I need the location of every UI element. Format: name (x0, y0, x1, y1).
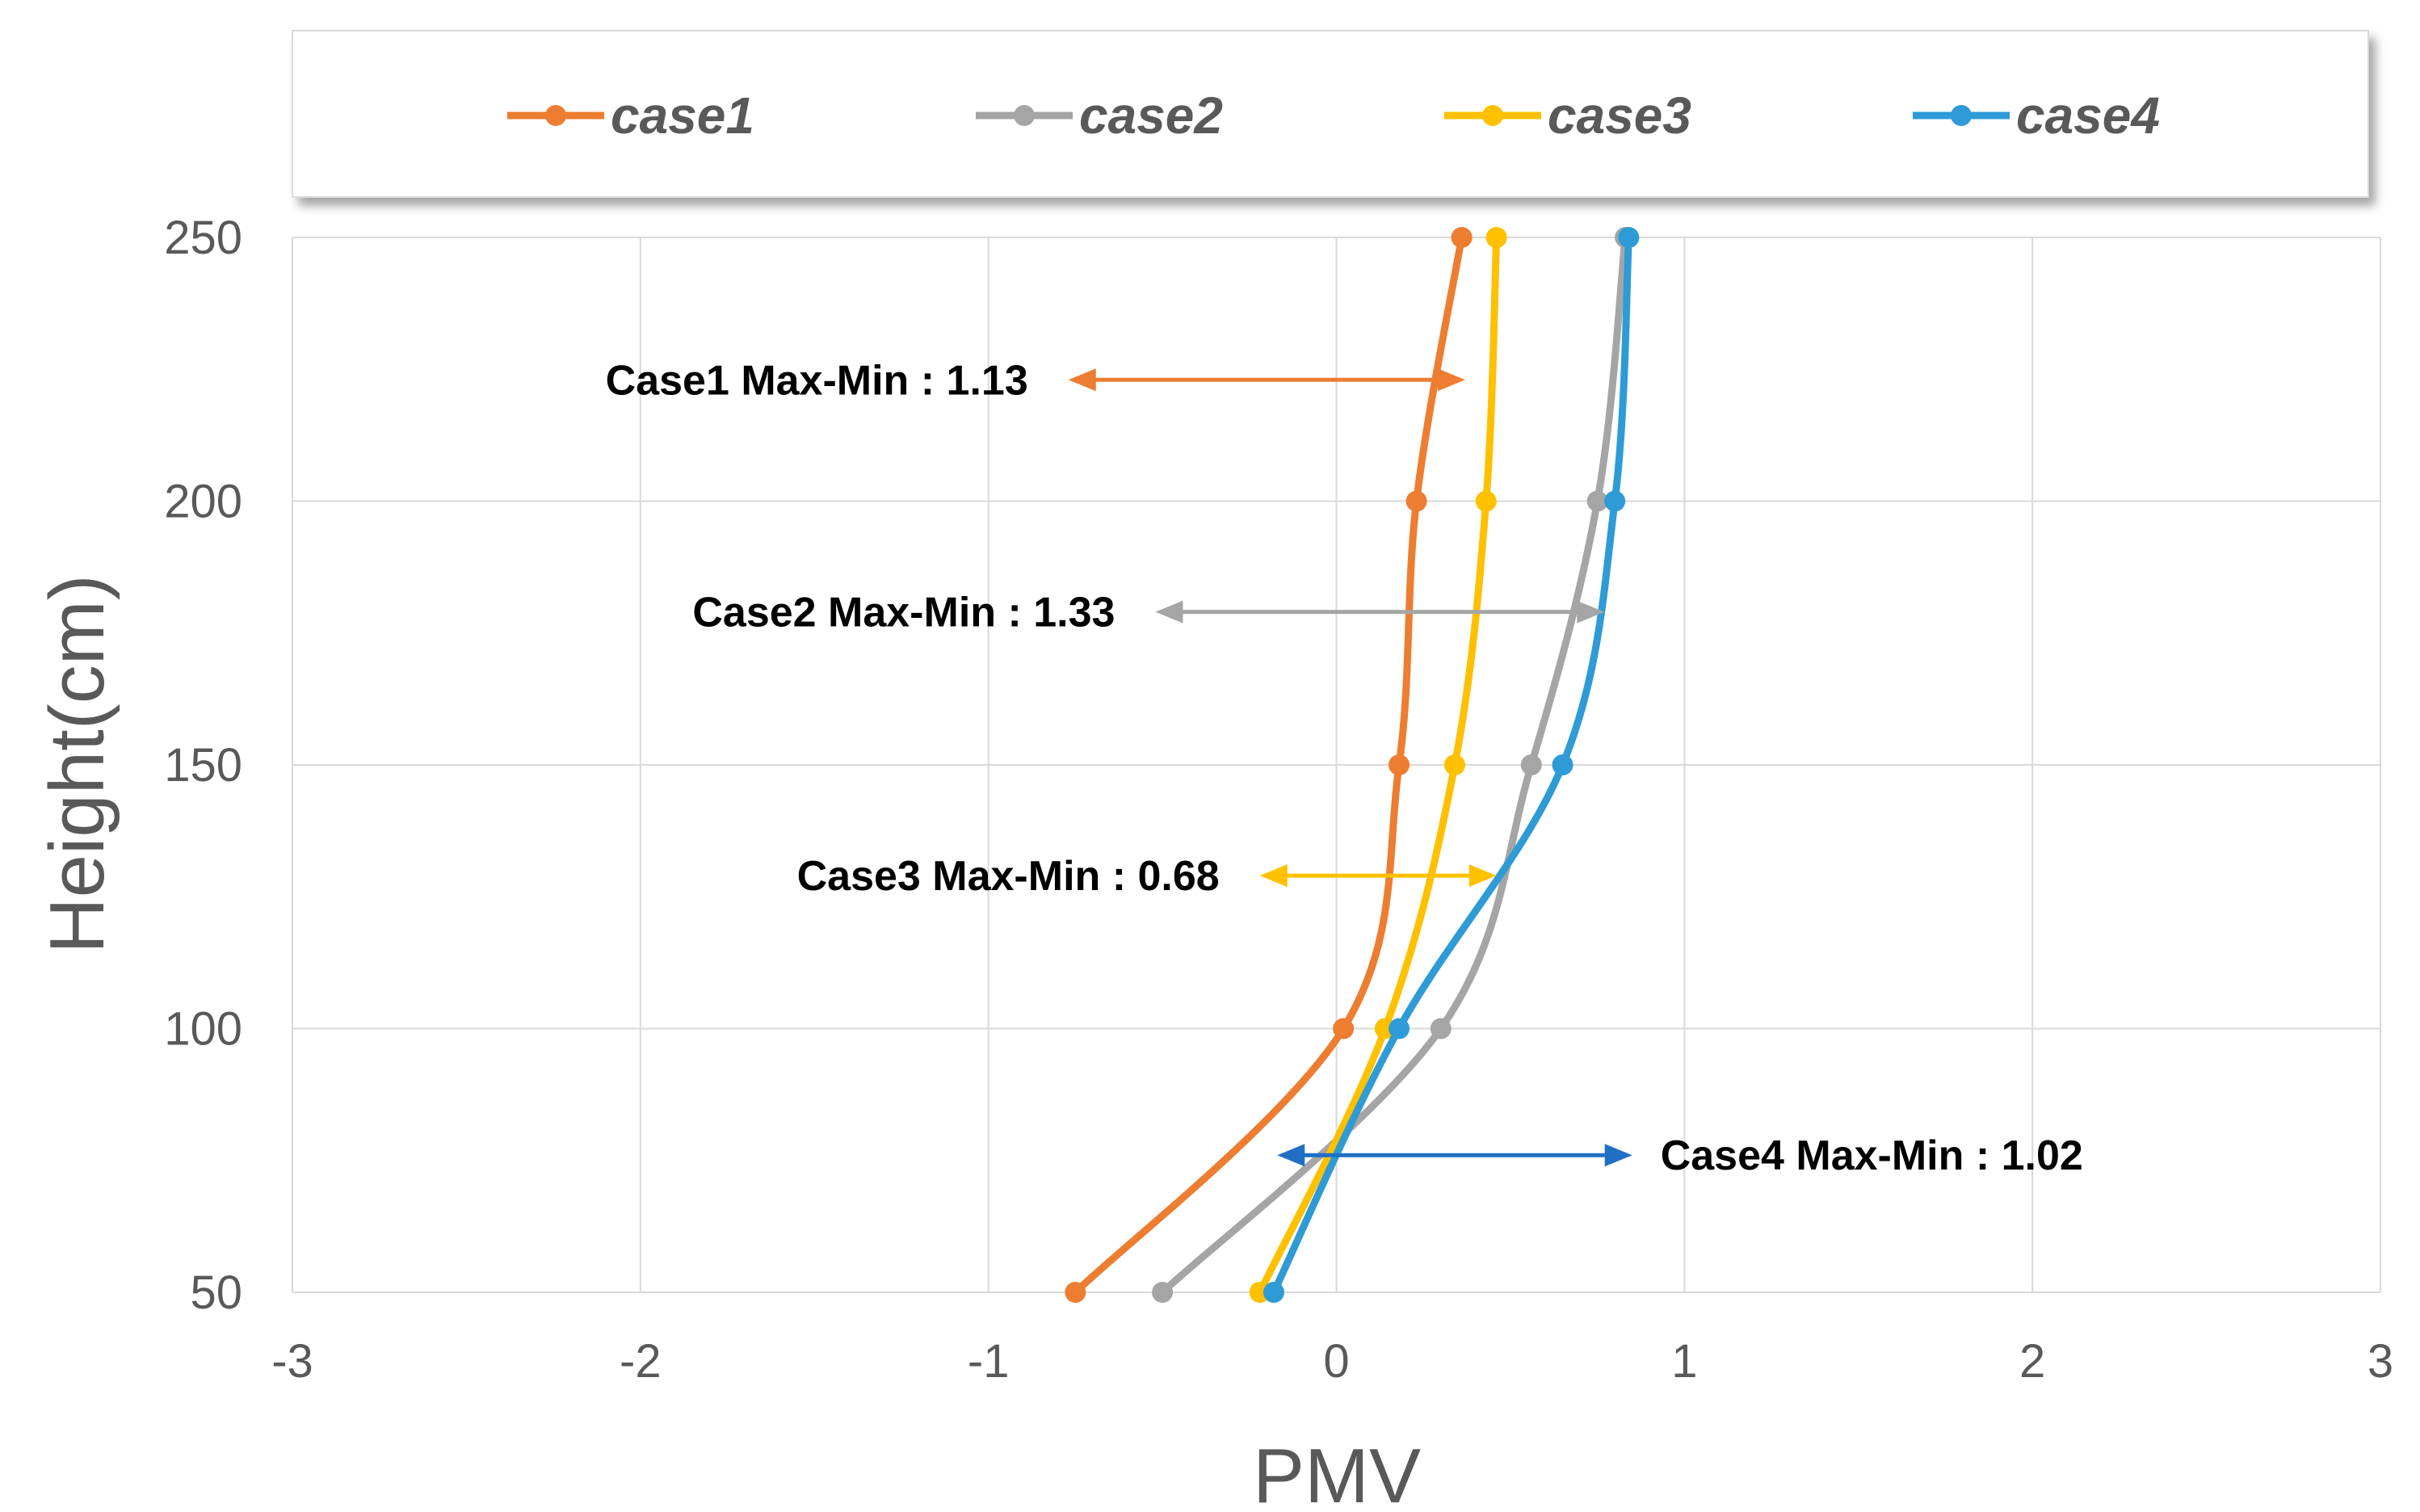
arrowhead (1277, 1144, 1305, 1167)
data-point-case1 (1065, 1282, 1086, 1303)
data-point-case3 (1443, 754, 1465, 775)
data-point-case1 (1405, 490, 1427, 512)
legend-label-case4: case4 (2016, 86, 2160, 145)
arrowhead (1437, 368, 1465, 392)
arrowhead (1604, 1144, 1632, 1167)
y-tick-label: 50 (190, 1266, 242, 1319)
y-tick-label: 250 (164, 212, 242, 264)
axis-ticks: -3 -2 -1 0 1 2 3 250 200 150 100 50 (164, 212, 2393, 1388)
data-point-case2 (1586, 490, 1608, 512)
data-point-case2 (1520, 754, 1542, 775)
x-tick-label: -1 (968, 1335, 1010, 1388)
data-point-case4 (1389, 1018, 1410, 1040)
y-axis-title: Height(cm) (34, 574, 120, 953)
legend-marker-case1 (545, 105, 566, 126)
x-tick-label: 2 (2019, 1335, 2045, 1388)
annotation-label: Case1 Max-Min : 1.13 (606, 357, 1028, 404)
legend-box (292, 30, 2369, 198)
arrowhead (1577, 600, 1605, 624)
legend-label-case3: case3 (1548, 86, 1691, 145)
annotation-label: Case2 Max-Min : 1.33 (692, 590, 1115, 636)
annotation-label: Case3 Max-Min : 0.68 (797, 853, 1220, 900)
annotation-label: Case4 Max-Min : 1.02 (1661, 1132, 2083, 1179)
x-tick-label: -2 (620, 1335, 662, 1388)
legend-label-case2: case2 (1079, 86, 1223, 145)
arrowhead (1155, 600, 1183, 624)
y-tick-label: 150 (164, 739, 242, 792)
data-point-case1 (1333, 1018, 1355, 1040)
data-point-case3 (1475, 490, 1497, 512)
x-tick-label: -3 (271, 1335, 313, 1388)
x-tick-label: 1 (1671, 1335, 1697, 1388)
data-point-case4 (1263, 1282, 1284, 1303)
y-tick-label: 200 (164, 476, 242, 528)
data-point-case2 (1430, 1018, 1452, 1040)
arrowhead (1468, 864, 1497, 888)
legend-marker-case3 (1482, 105, 1503, 126)
legend-label-case1: case1 (611, 86, 754, 145)
data-point-case4 (1604, 490, 1626, 512)
legend-marker-case4 (1951, 105, 1972, 126)
data-point-case4 (1618, 227, 1640, 248)
legend: case1 case2 case3 case4 (292, 30, 2369, 198)
data-point-case4 (1552, 754, 1573, 775)
data-point-case1 (1389, 754, 1410, 775)
data-point-case3 (1485, 227, 1507, 248)
x-tick-label: 0 (1323, 1335, 1349, 1388)
data-point-case1 (1451, 227, 1473, 248)
x-tick-label: 3 (2367, 1335, 2393, 1388)
series-lines (1065, 227, 1640, 1303)
arrowhead (1259, 864, 1288, 888)
y-tick-label: 100 (164, 1003, 242, 1056)
data-point-case2 (1152, 1282, 1174, 1303)
grid (292, 237, 2381, 1293)
annotations: Case1 Max-Min : 1.13 Case2 Max-Min : 1.33… (606, 357, 2083, 1179)
arrowhead (1068, 368, 1096, 392)
legend-marker-case2 (1014, 105, 1035, 126)
x-axis-title: PMV (1253, 1433, 1421, 1512)
